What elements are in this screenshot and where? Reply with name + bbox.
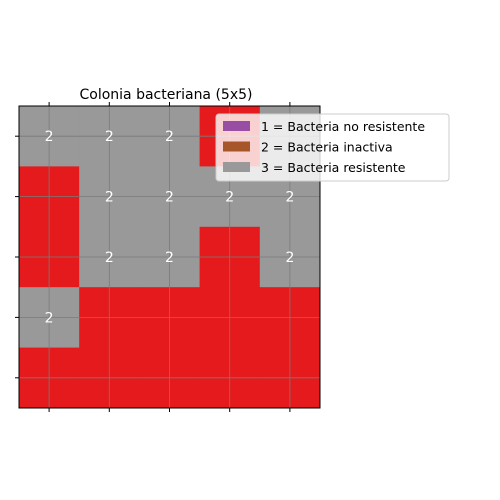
cell-value-label: 2 (105, 250, 114, 266)
cell-value-label: 2 (165, 250, 174, 266)
cell-value-label: 2 (45, 310, 54, 326)
chart-title: Colonia bacteriana (5x5) (79, 87, 252, 103)
legend-label: 3 = Bacteria resistente (261, 160, 406, 175)
legend-swatch (223, 162, 250, 172)
cell-labels: 2 2 2 2 2 2 2 2 2 2 2 (45, 129, 295, 326)
legend-entries: 1 = Bacteria no resistente 2 = Bacteria i… (223, 119, 425, 175)
legend-frame (215, 113, 450, 182)
cell-value-label: 2 (285, 190, 294, 206)
cell-value-label: 2 (105, 190, 114, 206)
axis-ticks (15, 102, 291, 412)
cell-value-label: 2 (165, 190, 174, 206)
legend-label: 2 = Bacteria inactiva (261, 140, 393, 155)
cell-value-label: 2 (45, 129, 54, 145)
legend-swatch (223, 141, 250, 152)
legend-swatch (223, 121, 250, 131)
legend: 1 = Bacteria no resistente 2 = Bacteria i… (215, 113, 450, 182)
cell-value-label: 2 (285, 250, 294, 266)
cell-value-label: 2 (225, 190, 234, 206)
legend-label: 1 = Bacteria no resistente (261, 119, 425, 134)
cell-value-label: 2 (165, 129, 174, 145)
cell-value-label: 2 (105, 129, 114, 145)
